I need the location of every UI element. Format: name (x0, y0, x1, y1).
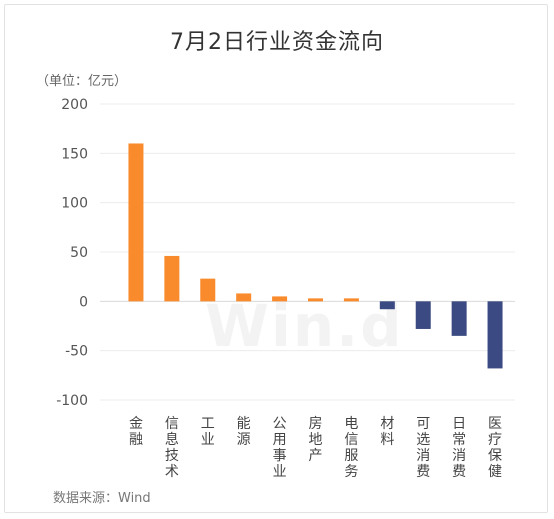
bar (164, 255, 180, 302)
bar (343, 298, 359, 302)
chart-frame (4, 4, 548, 513)
y-tick-label: 100 (61, 196, 88, 212)
category-label: 医疗保健 (488, 416, 502, 480)
bar (308, 298, 323, 302)
bar (272, 296, 288, 302)
category-label: 公用事业 (273, 416, 287, 480)
category-label: 可选消费 (416, 416, 430, 480)
y-tick-label: -50 (65, 344, 88, 360)
bar (128, 143, 144, 302)
wind-watermark: Win.d (205, 292, 404, 360)
bar (451, 301, 467, 336)
source-note: 数据来源：Wind (53, 491, 151, 506)
y-tick-label: 0 (79, 294, 88, 310)
category-label: 金融 (129, 416, 143, 448)
bar (379, 301, 395, 310)
unit-label: （单位：亿元） (36, 74, 128, 89)
category-label: 能源 (237, 416, 251, 448)
category-label: 日常消费 (452, 416, 466, 480)
chart-title: 7月2日行业资金流向 (170, 30, 384, 55)
y-tick-label: 200 (61, 97, 88, 113)
category-label: 材料 (380, 416, 394, 448)
category-label: 房地产 (309, 416, 323, 464)
category-label: 电信服务 (344, 416, 358, 480)
category-label: 信息技术 (165, 416, 179, 480)
y-tick-label: -100 (56, 393, 88, 409)
y-tick-label: 150 (61, 146, 88, 162)
bar (200, 278, 216, 302)
bar (487, 301, 503, 369)
bar (236, 293, 252, 302)
category-label: 工业 (201, 416, 215, 448)
bar (415, 301, 431, 329)
y-tick-label: 50 (70, 245, 88, 261)
